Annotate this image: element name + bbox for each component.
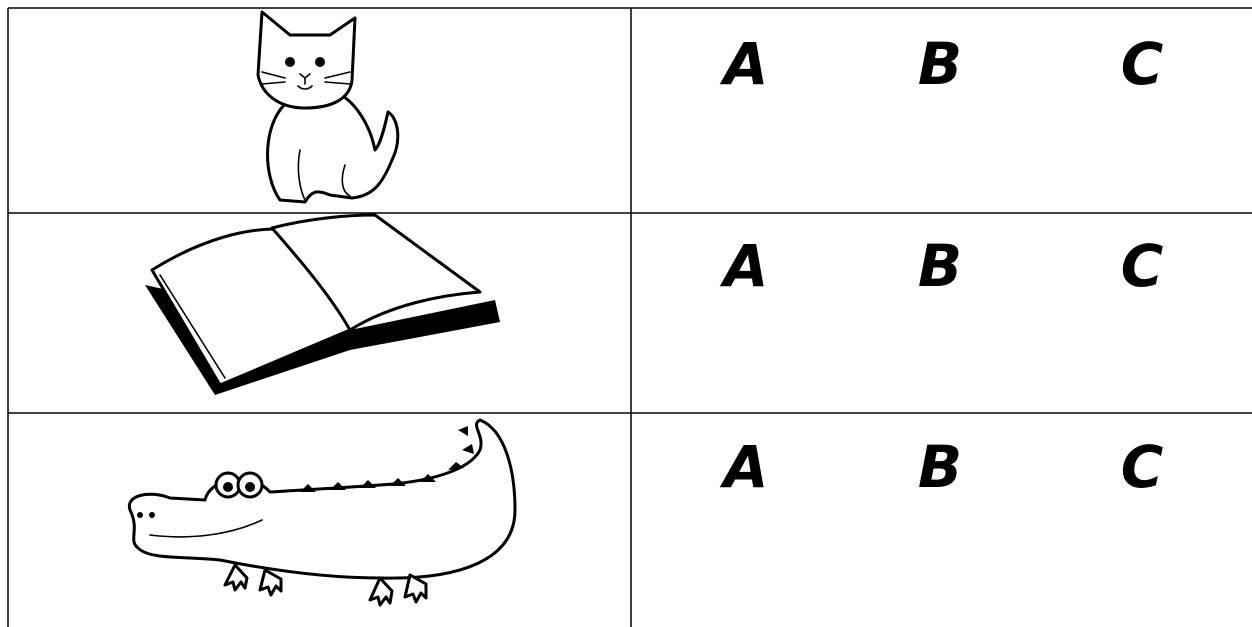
choice-letter: C	[1121, 232, 1164, 300]
table-grid	[7, 7, 1252, 627]
choice-letter: A	[720, 232, 769, 300]
choices: A B C A B C A B C	[720, 30, 1164, 501]
book-picture	[145, 213, 500, 395]
cat-picture	[256, 10, 400, 204]
crocodile-picture	[127, 418, 517, 607]
choice-letter: A	[720, 433, 769, 501]
choice-letter: C	[1121, 433, 1164, 501]
choice-letter: B	[918, 232, 962, 300]
choice-letter: B	[918, 433, 962, 501]
choice-letter: B	[918, 30, 962, 98]
choice-letter: A	[720, 30, 769, 98]
choice-letter: C	[1121, 30, 1164, 98]
